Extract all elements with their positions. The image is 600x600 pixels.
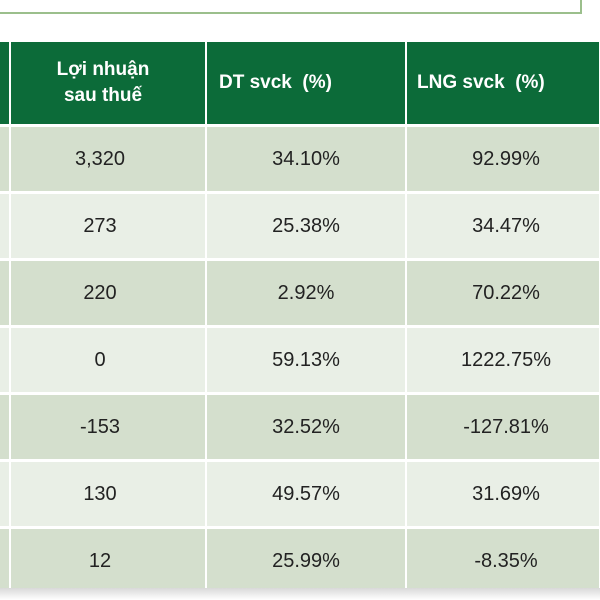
profit-cell: 273 — [9, 191, 207, 261]
row-left-edge — [0, 124, 11, 194]
header-profit-after-tax: Lợi nhuận sau thuế — [9, 42, 207, 126]
financial-table: Lợi nhuận sau thuế DT svck (%) LNG svck … — [0, 42, 600, 595]
profit-cell: 3,320 — [9, 124, 207, 194]
revenue-yoy-cell: 25.38% — [205, 191, 407, 261]
table-row: 0 59.13% 1222.75% — [0, 325, 600, 395]
revenue-yoy-cell: 2.92% — [205, 258, 407, 328]
revenue-yoy-cell: 49.57% — [205, 459, 407, 529]
profit-cell: 220 — [9, 258, 207, 328]
header-profit-line1: Lợi nhuận — [56, 59, 150, 80]
header-row: Lợi nhuận sau thuế DT svck (%) LNG svck … — [0, 42, 600, 126]
profit-cell: -153 — [9, 392, 207, 462]
bottom-shadow — [0, 588, 600, 600]
gross-profit-yoy-cell: 92.99% — [405, 124, 600, 194]
header-gross-profit-label: LNG svck (%) — [417, 72, 545, 93]
row-left-edge — [0, 392, 11, 462]
gross-profit-yoy-cell: 31.69% — [405, 459, 600, 529]
gross-profit-yoy-cell: -8.35% — [405, 526, 600, 595]
table-row: -153 32.52% -127.81% — [0, 392, 600, 462]
table-row: 273 25.38% 34.47% — [0, 191, 600, 261]
row-left-edge — [0, 526, 11, 595]
row-left-edge — [0, 191, 11, 261]
table-row: 3,320 34.10% 92.99% — [0, 124, 600, 194]
table-row: 130 49.57% 31.69% — [0, 459, 600, 529]
table-row: 220 2.92% 70.22% — [0, 258, 600, 328]
gross-profit-yoy-cell: 70.22% — [405, 258, 600, 328]
table-row: 12 25.99% -8.35% — [0, 526, 600, 595]
header-revenue-label: DT svck (%) — [219, 72, 332, 93]
revenue-yoy-cell: 34.10% — [205, 124, 407, 194]
row-left-edge — [0, 459, 11, 529]
revenue-yoy-cell: 32.52% — [205, 392, 407, 462]
revenue-yoy-cell: 59.13% — [205, 325, 407, 395]
row-left-edge — [0, 325, 11, 395]
header-revenue-yoy: DT svck (%) — [205, 42, 407, 126]
header-cell-left-edge — [0, 42, 11, 126]
profit-cell: 12 — [9, 526, 207, 595]
gross-profit-yoy-cell: -127.81% — [405, 392, 600, 462]
header-gross-profit-yoy: LNG svck (%) — [405, 42, 600, 126]
revenue-yoy-cell: 25.99% — [205, 526, 407, 595]
gross-profit-yoy-cell: 34.47% — [405, 191, 600, 261]
profit-cell: 0 — [9, 325, 207, 395]
profit-cell: 130 — [9, 459, 207, 529]
top-frame-border — [0, 0, 582, 14]
gross-profit-yoy-cell: 1222.75% — [405, 325, 600, 395]
row-left-edge — [0, 258, 11, 328]
header-profit-line2: sau thuế — [63, 85, 143, 106]
